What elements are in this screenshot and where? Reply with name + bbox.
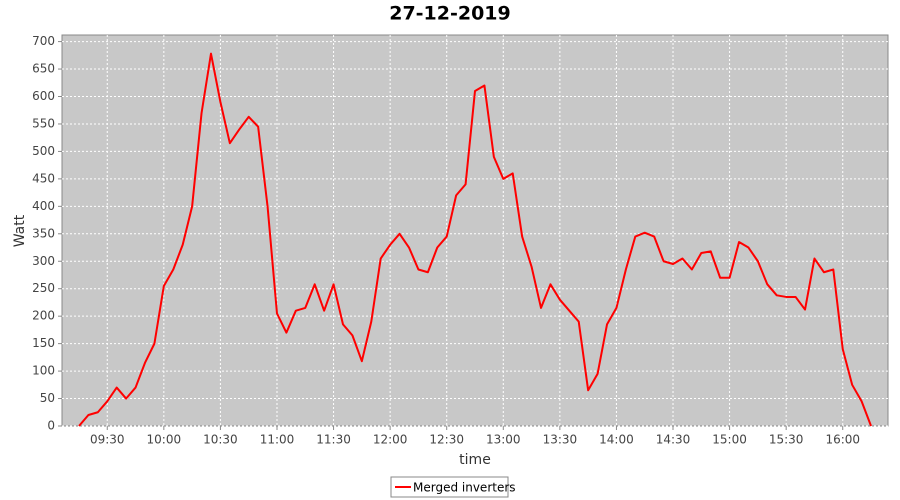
legend-box	[390, 476, 509, 498]
x-tick-label: 13:30	[543, 433, 578, 447]
y-tick-label: 300	[32, 254, 55, 268]
y-tick-label: 50	[40, 391, 55, 405]
y-tick-label: 200	[32, 309, 55, 323]
x-axis-label: time	[459, 452, 491, 468]
y-tick-label: 600	[32, 89, 55, 103]
x-tick-label: 11:30	[316, 433, 351, 447]
y-tick-label: 150	[32, 336, 55, 350]
x-tick-label: 11:00	[260, 433, 295, 447]
y-axis-label: Watt	[12, 214, 28, 247]
y-tick-label: 350	[32, 226, 55, 240]
x-tick-label: 10:30	[203, 433, 238, 447]
y-tick-label: 400	[32, 199, 55, 213]
x-tick-label: 12:30	[429, 433, 464, 447]
x-tick-label: 09:30	[90, 433, 125, 447]
y-tick-label: 450	[32, 171, 55, 185]
chart-title: 27-12-2019	[389, 3, 511, 25]
x-tick-label: 14:30	[656, 433, 691, 447]
y-tick-label: 650	[32, 62, 55, 76]
x-tick-label: 15:30	[769, 433, 804, 447]
y-tick-label: 100	[32, 364, 55, 378]
x-tick-label: 10:00	[147, 433, 182, 447]
x-tick-label: 12:00	[373, 433, 408, 447]
x-tick-label: 13:00	[486, 433, 521, 447]
legend-label: Merged inverters	[413, 481, 516, 495]
y-tick-label: 0	[47, 419, 55, 433]
y-tick-label: 700	[32, 34, 55, 48]
series-line	[78, 52, 872, 427]
x-tick-label: 15:00	[712, 433, 747, 447]
y-tick-label: 550	[32, 116, 55, 130]
y-tick-label: 250	[32, 281, 55, 295]
x-tick-label: 14:00	[599, 433, 634, 447]
x-tick-label: 16:00	[825, 433, 860, 447]
y-tick-label: 500	[32, 144, 55, 158]
